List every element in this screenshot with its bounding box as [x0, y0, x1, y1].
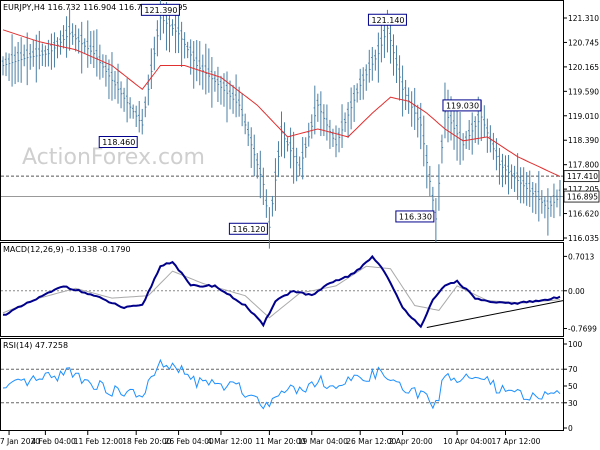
x-axis-label: 26 Mar 12:00 — [346, 437, 396, 446]
macd-panel-plot: 0.7013 0.00 -0.7699 — [1, 252, 597, 334]
price-tag: 116.895 — [567, 193, 598, 202]
rsi-line — [2, 358, 561, 410]
x-axis-label: 2 Apr 20:00 — [389, 437, 433, 446]
price-annotation: 116.330 — [399, 212, 432, 221]
x-axis-label: 17 Apr 12:00 — [492, 437, 541, 446]
x-axis-label: 19 Mar 04:00 — [298, 437, 348, 446]
x-axis-label: 4 Mar 12:00 — [207, 437, 253, 446]
price-tag-box — [563, 190, 600, 203]
x-axis-label: 18 Feb 20:00 — [122, 437, 171, 446]
price-axis-label: 116.035 — [568, 234, 599, 243]
main-panel-plot: 121.310 120.745 120.165 119.590 119.010 118.3… — [1, 0, 600, 249]
price-annotation: 118.460 — [102, 138, 135, 147]
rsi-axis-label: 50 — [568, 382, 578, 391]
x-axis-label: 10 Apr 04:00 — [443, 437, 492, 446]
price-annotation: 116.120 — [232, 225, 265, 234]
price-annotation-box — [442, 99, 482, 112]
price-annotation: 121.140 — [371, 16, 404, 25]
x-axis-label: 11 Feb 12:00 — [74, 437, 123, 446]
macd-panel-frame — [0, 242, 564, 337]
price-axis-label: 120.745 — [568, 38, 599, 47]
price-axis-label: 121.310 — [568, 14, 599, 23]
rsi-panel-plot: 100 70 50 30 0 — [1, 340, 583, 433]
rsi-axis-label: 70 — [568, 365, 578, 374]
macd-signal-line — [2, 265, 561, 319]
rsi-axis-label: 30 — [568, 399, 578, 408]
x-axis-label: 11 Mar 20:00 — [255, 437, 305, 446]
price-annotation-box — [395, 210, 435, 223]
price-axis-label: 118.390 — [568, 136, 599, 145]
price-axis-label: 119.010 — [568, 112, 599, 121]
macd-line — [2, 254, 561, 329]
macd-trendline — [426, 300, 564, 329]
watermark: ActionForex.com — [22, 145, 205, 170]
price-axis-label: 116.620 — [568, 210, 599, 219]
price-axis-label: 120.165 — [568, 63, 599, 72]
rsi-axis-label: 100 — [568, 340, 583, 349]
price-annotation-box — [140, 3, 180, 16]
price-axis-label: 119.590 — [568, 87, 599, 96]
price-annotation-box — [228, 222, 268, 235]
price-annotation: 121.390 — [144, 6, 177, 15]
price-axis-label: 117.800 — [568, 161, 599, 170]
moving-average-line — [2, 29, 561, 177]
macd-axis-label: 0.7013 — [568, 252, 594, 261]
rsi-header: RSI(14) 47.7258 — [3, 341, 68, 350]
main-header: EURJPY,H4 116.732 116.904 116.706 116.89… — [3, 3, 188, 12]
rsi-axis-label: 0 — [568, 424, 573, 433]
price-annotation-box — [367, 13, 407, 26]
x-axis-label: 27 Jan 2020 — [0, 437, 40, 446]
x-axis-label: 26 Feb 04:00 — [165, 437, 214, 446]
price-tag: 117.410 — [567, 172, 598, 181]
main-panel-frame — [0, 0, 564, 241]
macd-axis-label: -0.7699 — [568, 325, 597, 334]
x-axis-label: 4 Feb 04:00 — [31, 437, 76, 446]
price-axis-label: 117.205 — [568, 185, 599, 194]
price-annotation: 119.030 — [446, 101, 479, 110]
rsi-panel-frame — [0, 338, 564, 431]
price-tag-box — [563, 170, 600, 183]
macd-axis-label: 0.00 — [568, 287, 585, 296]
price-annotation-box — [98, 136, 138, 149]
macd-header: MACD(12,26,9) -0.1338 -0.1790 — [3, 245, 131, 254]
